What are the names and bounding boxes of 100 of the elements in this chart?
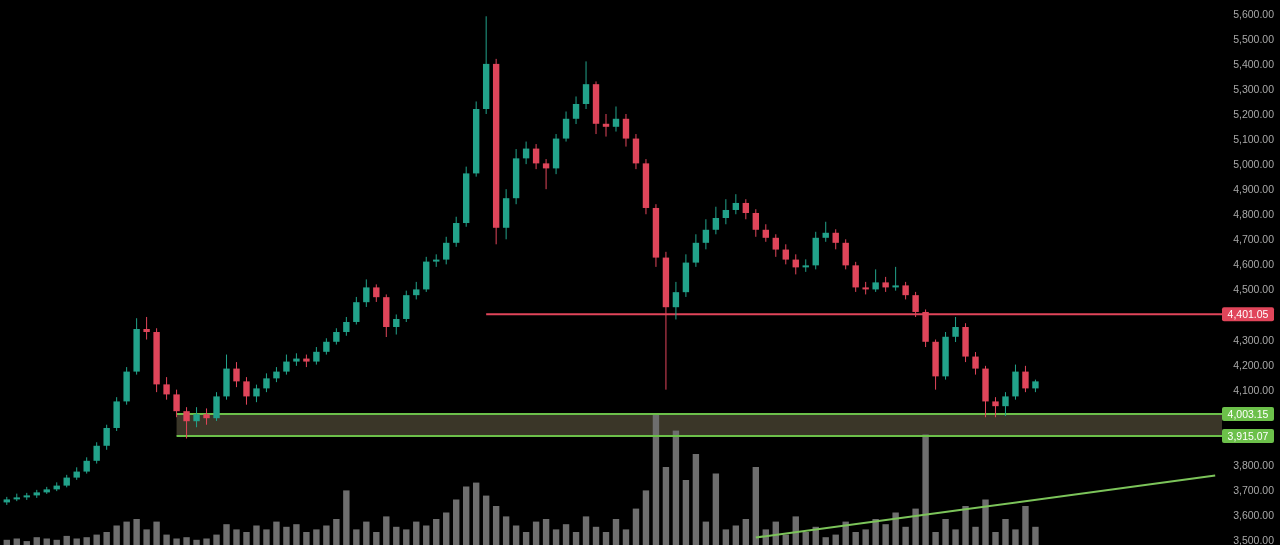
bar xyxy=(922,434,929,545)
bar xyxy=(522,532,530,545)
candlestick xyxy=(612,105,620,133)
candlestick xyxy=(992,396,999,418)
bar xyxy=(782,534,789,545)
candlestick xyxy=(702,218,710,250)
y-tick-label: 4,700.00 xyxy=(1233,233,1275,246)
bar xyxy=(752,467,760,545)
bar xyxy=(123,521,130,545)
bar xyxy=(892,512,899,545)
bar xyxy=(423,525,430,545)
y-tick-label: 3,500.00 xyxy=(1233,533,1275,545)
bar xyxy=(572,532,580,545)
candlestick xyxy=(103,424,110,451)
bar xyxy=(472,482,480,545)
candlestick xyxy=(872,268,879,293)
candlestick xyxy=(722,198,730,225)
candlestick xyxy=(672,281,680,320)
bar xyxy=(323,525,330,545)
candlestick xyxy=(582,60,590,110)
bar xyxy=(103,532,110,545)
bar xyxy=(113,525,120,545)
bar xyxy=(622,529,630,545)
bar xyxy=(403,529,410,545)
bar xyxy=(642,490,650,545)
bar xyxy=(512,525,520,545)
candlestick xyxy=(562,111,570,143)
bar xyxy=(902,526,909,545)
y-tick-label: 5,100.00 xyxy=(1233,133,1275,146)
candlestick xyxy=(443,236,450,265)
bar xyxy=(1002,519,1009,545)
candlestick xyxy=(602,113,610,138)
y-tick-label: 3,600.00 xyxy=(1233,508,1275,521)
candlestick xyxy=(852,261,859,293)
bar xyxy=(443,512,450,545)
bar xyxy=(333,519,340,545)
candlestick xyxy=(343,316,350,337)
bar xyxy=(632,508,640,545)
bar xyxy=(552,529,560,545)
bar xyxy=(173,538,180,545)
y-tick-label: 5,000.00 xyxy=(1233,158,1275,171)
candlestick xyxy=(972,351,979,376)
candlestick xyxy=(832,228,839,250)
candlestick xyxy=(892,266,899,292)
bar xyxy=(1032,526,1039,545)
bar xyxy=(932,532,939,545)
bar xyxy=(692,454,700,545)
bar xyxy=(942,519,949,545)
bar xyxy=(682,480,690,545)
y-tick-label: 4,100.00 xyxy=(1233,383,1275,396)
bar xyxy=(303,532,310,545)
bar xyxy=(502,516,510,545)
bar xyxy=(243,532,250,545)
bar xyxy=(732,525,740,545)
y-tick-label: 3,800.00 xyxy=(1233,458,1275,471)
candlestick xyxy=(742,198,750,220)
bar xyxy=(612,519,620,545)
candlestick xyxy=(822,221,829,243)
bar xyxy=(3,539,10,545)
bar xyxy=(233,529,240,545)
candlestick xyxy=(952,316,959,343)
bar xyxy=(592,526,600,545)
bar xyxy=(822,537,829,545)
candlestick xyxy=(403,290,410,323)
bar xyxy=(1012,529,1019,545)
bar xyxy=(462,486,470,545)
ref-line-label: 3,915.07 xyxy=(1227,429,1269,442)
y-tick-label: 4,900.00 xyxy=(1233,183,1275,196)
candlestick xyxy=(353,296,360,325)
bar xyxy=(263,529,270,545)
bar xyxy=(453,499,460,545)
candlestick xyxy=(283,354,290,376)
candlestick xyxy=(692,233,700,268)
bar xyxy=(363,521,370,545)
bar xyxy=(962,506,969,545)
bar xyxy=(1022,506,1029,545)
bar xyxy=(482,495,490,545)
candlestick xyxy=(393,313,400,336)
candlestick xyxy=(163,376,170,401)
bar xyxy=(872,519,879,545)
candlestick xyxy=(1002,391,1009,417)
y-tick-label: 5,400.00 xyxy=(1233,57,1275,70)
bar xyxy=(672,430,680,545)
bar xyxy=(602,532,610,545)
bar xyxy=(353,529,360,545)
bar xyxy=(862,529,869,545)
candlestick xyxy=(842,238,849,270)
bar xyxy=(802,532,809,545)
candlestick xyxy=(363,278,370,308)
candlestick xyxy=(193,406,200,428)
y-tick-label: 5,200.00 xyxy=(1233,108,1275,121)
bar xyxy=(133,519,140,545)
bar xyxy=(433,519,440,545)
candlestick xyxy=(263,372,270,393)
candlestick xyxy=(243,376,250,406)
bar xyxy=(253,525,260,545)
bar xyxy=(972,526,979,545)
candlestick xyxy=(143,316,150,341)
bar xyxy=(53,539,60,545)
y-tick-label: 3,700.00 xyxy=(1233,483,1275,496)
